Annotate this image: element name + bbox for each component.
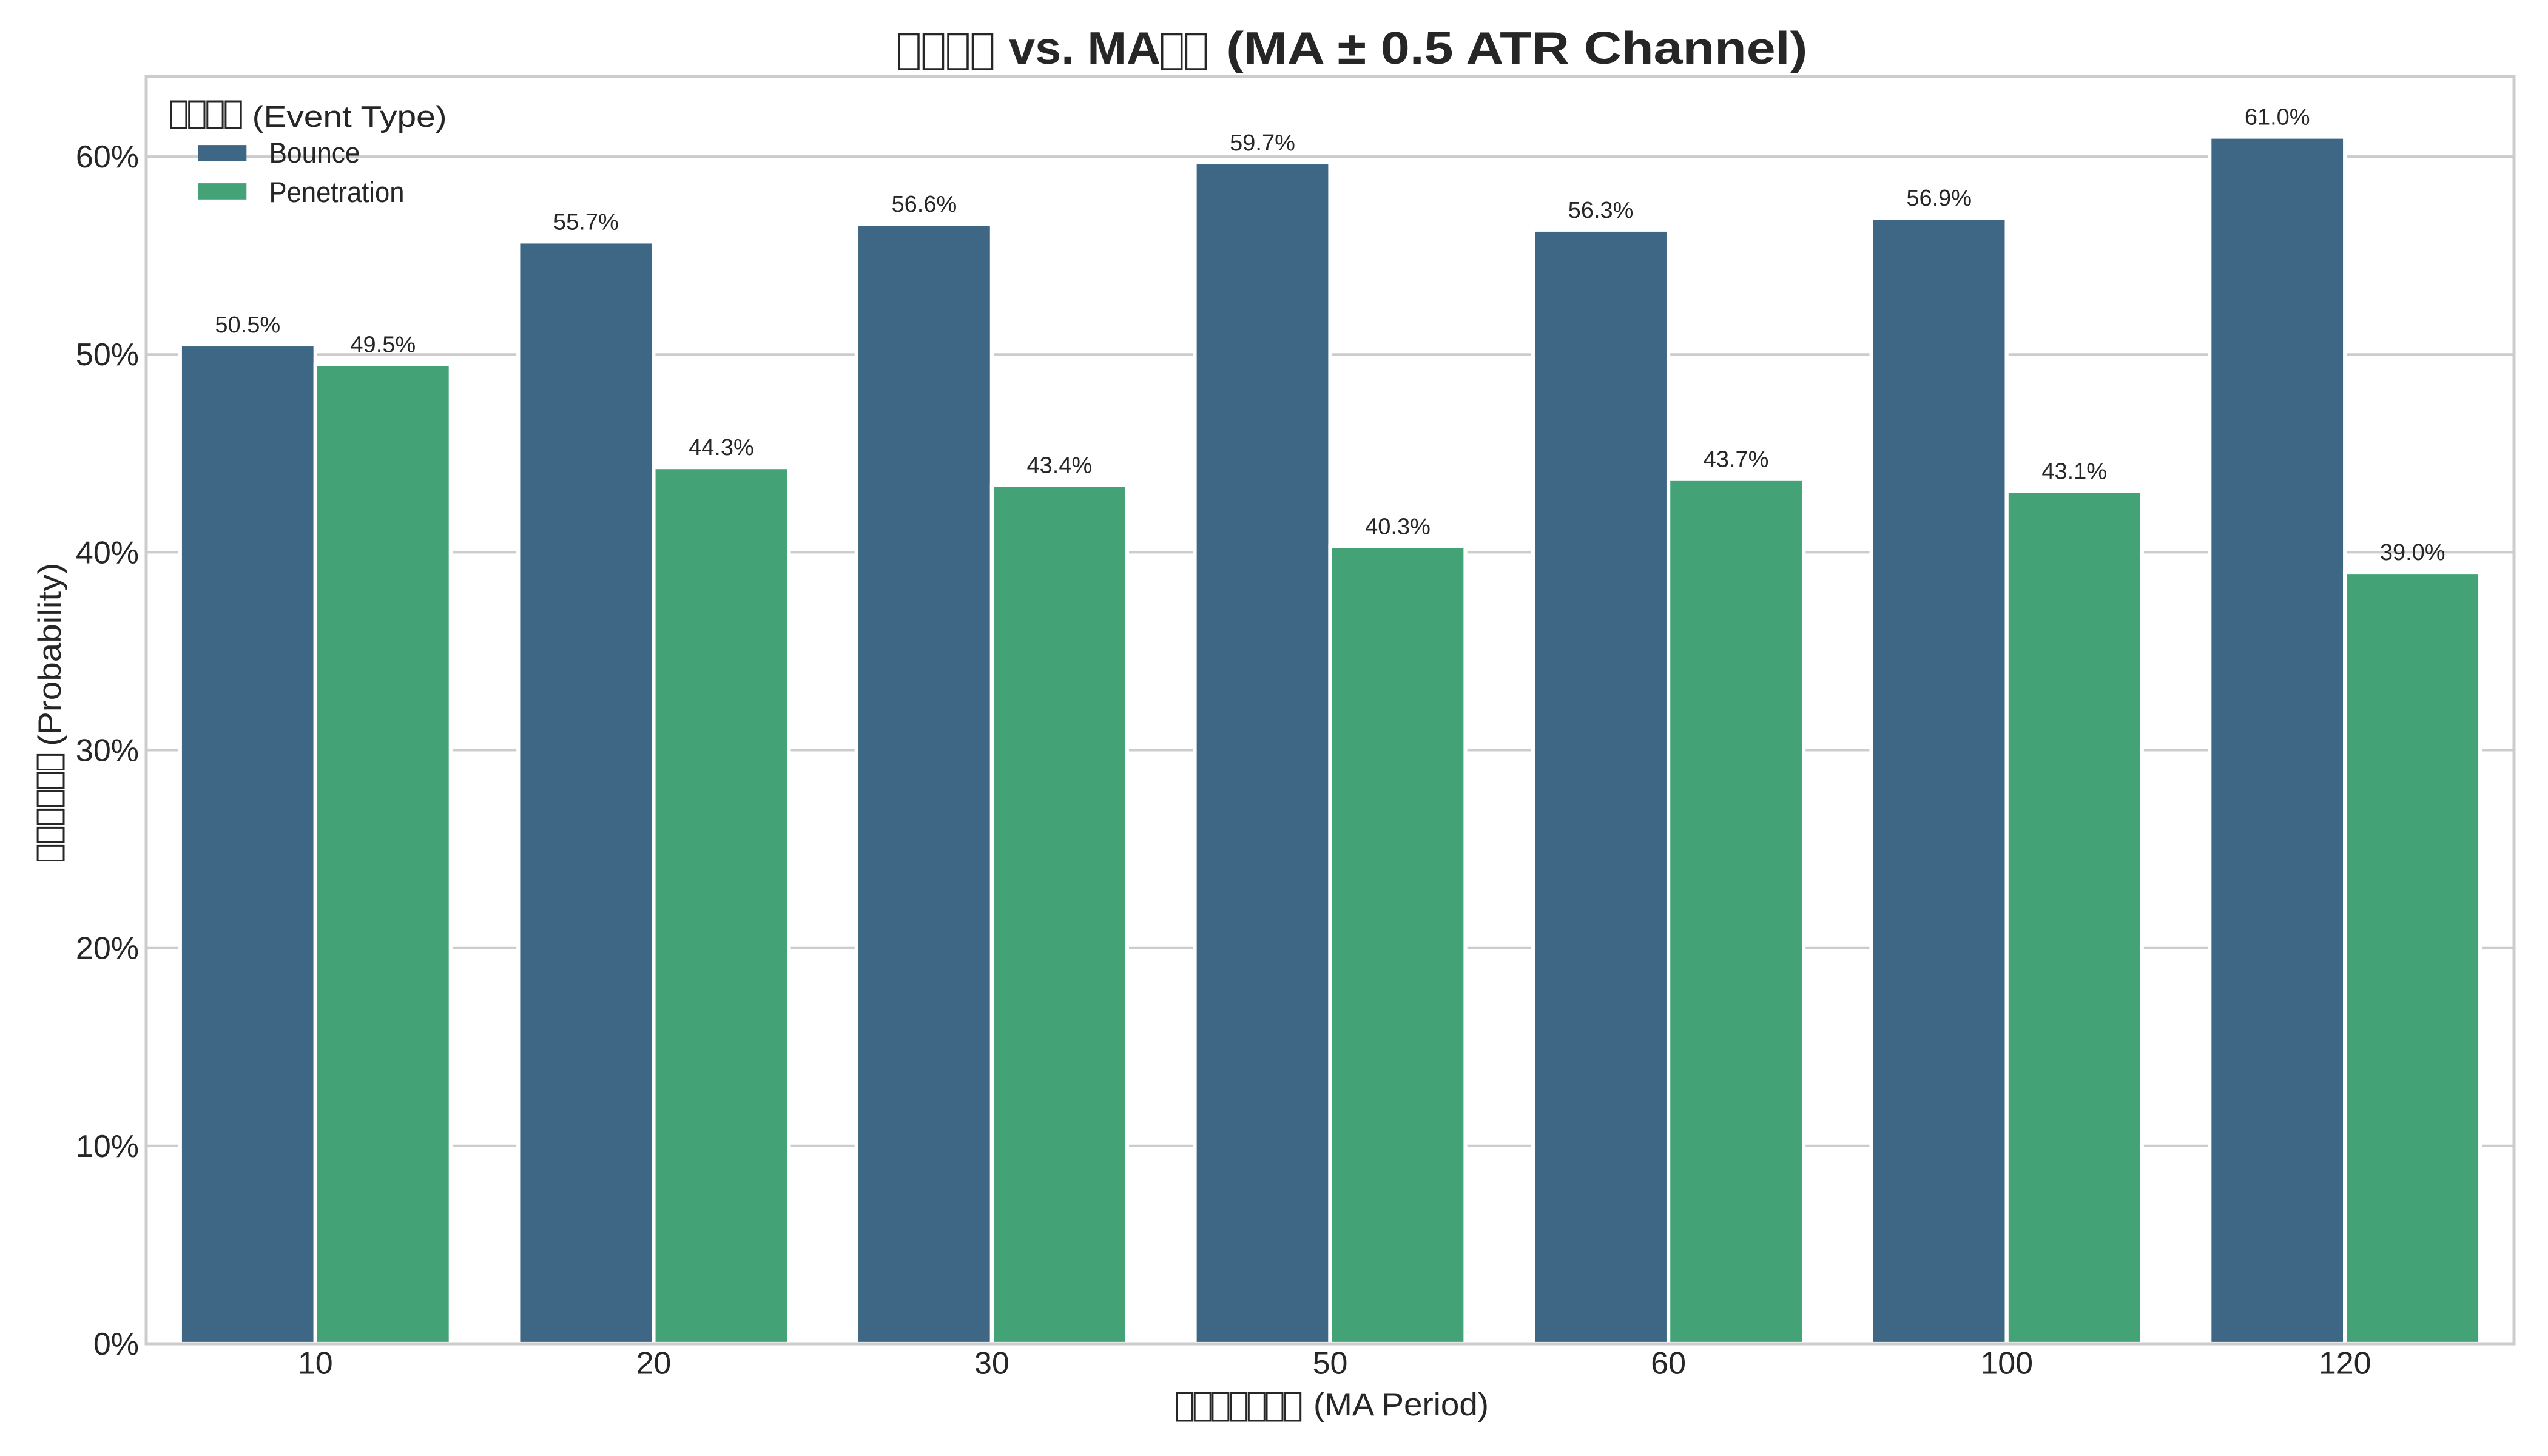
svg-text:50%: 50% bbox=[76, 337, 139, 372]
svg-text:56.6%: 56.6% bbox=[892, 192, 957, 217]
svg-text:50: 50 bbox=[1313, 1346, 1348, 1381]
svg-text:50.5%: 50.5% bbox=[215, 312, 280, 338]
svg-text:39.0%: 39.0% bbox=[2380, 540, 2445, 565]
svg-text:40%: 40% bbox=[76, 535, 139, 570]
svg-text:Penetration: Penetration bbox=[269, 176, 405, 208]
svg-text:10: 10 bbox=[298, 1346, 333, 1381]
svg-text:20%: 20% bbox=[76, 931, 139, 966]
svg-text:43.7%: 43.7% bbox=[1704, 447, 1769, 473]
svg-text:40.3%: 40.3% bbox=[1365, 514, 1431, 540]
svg-text:43.4%: 43.4% bbox=[1027, 453, 1093, 479]
svg-text:56.9%: 56.9% bbox=[1906, 186, 1972, 211]
svg-text:(MA ± 0.5 ATR Channel): (MA ± 0.5 ATR Channel) bbox=[1226, 22, 1807, 73]
svg-text:0%: 0% bbox=[93, 1327, 139, 1362]
svg-text:30%: 30% bbox=[76, 733, 139, 769]
svg-text:61.0%: 61.0% bbox=[2245, 105, 2310, 130]
svg-text:(Event Type): (Event Type) bbox=[252, 101, 447, 133]
svg-text:Bounce: Bounce bbox=[269, 136, 360, 169]
svg-text:44.3%: 44.3% bbox=[689, 435, 754, 460]
svg-text:43.1%: 43.1% bbox=[2041, 459, 2107, 484]
svg-text:60%: 60% bbox=[76, 140, 139, 175]
svg-text:vs. MA: vs. MA bbox=[1009, 22, 1161, 73]
svg-text:10%: 10% bbox=[76, 1129, 139, 1164]
svg-text:120: 120 bbox=[2319, 1346, 2371, 1381]
svg-text:30: 30 bbox=[974, 1346, 1009, 1381]
svg-text:56.3%: 56.3% bbox=[1568, 198, 1634, 223]
svg-text:60: 60 bbox=[1651, 1346, 1686, 1381]
svg-text:100: 100 bbox=[1980, 1346, 2033, 1381]
svg-text:59.7%: 59.7% bbox=[1230, 130, 1295, 156]
svg-text:49.5%: 49.5% bbox=[350, 332, 416, 358]
svg-text:(Probability): (Probability) bbox=[32, 563, 68, 746]
svg-text:(MA Period): (MA Period) bbox=[1313, 1387, 1489, 1423]
svg-text:20: 20 bbox=[636, 1346, 671, 1381]
svg-text:55.7%: 55.7% bbox=[553, 209, 619, 235]
